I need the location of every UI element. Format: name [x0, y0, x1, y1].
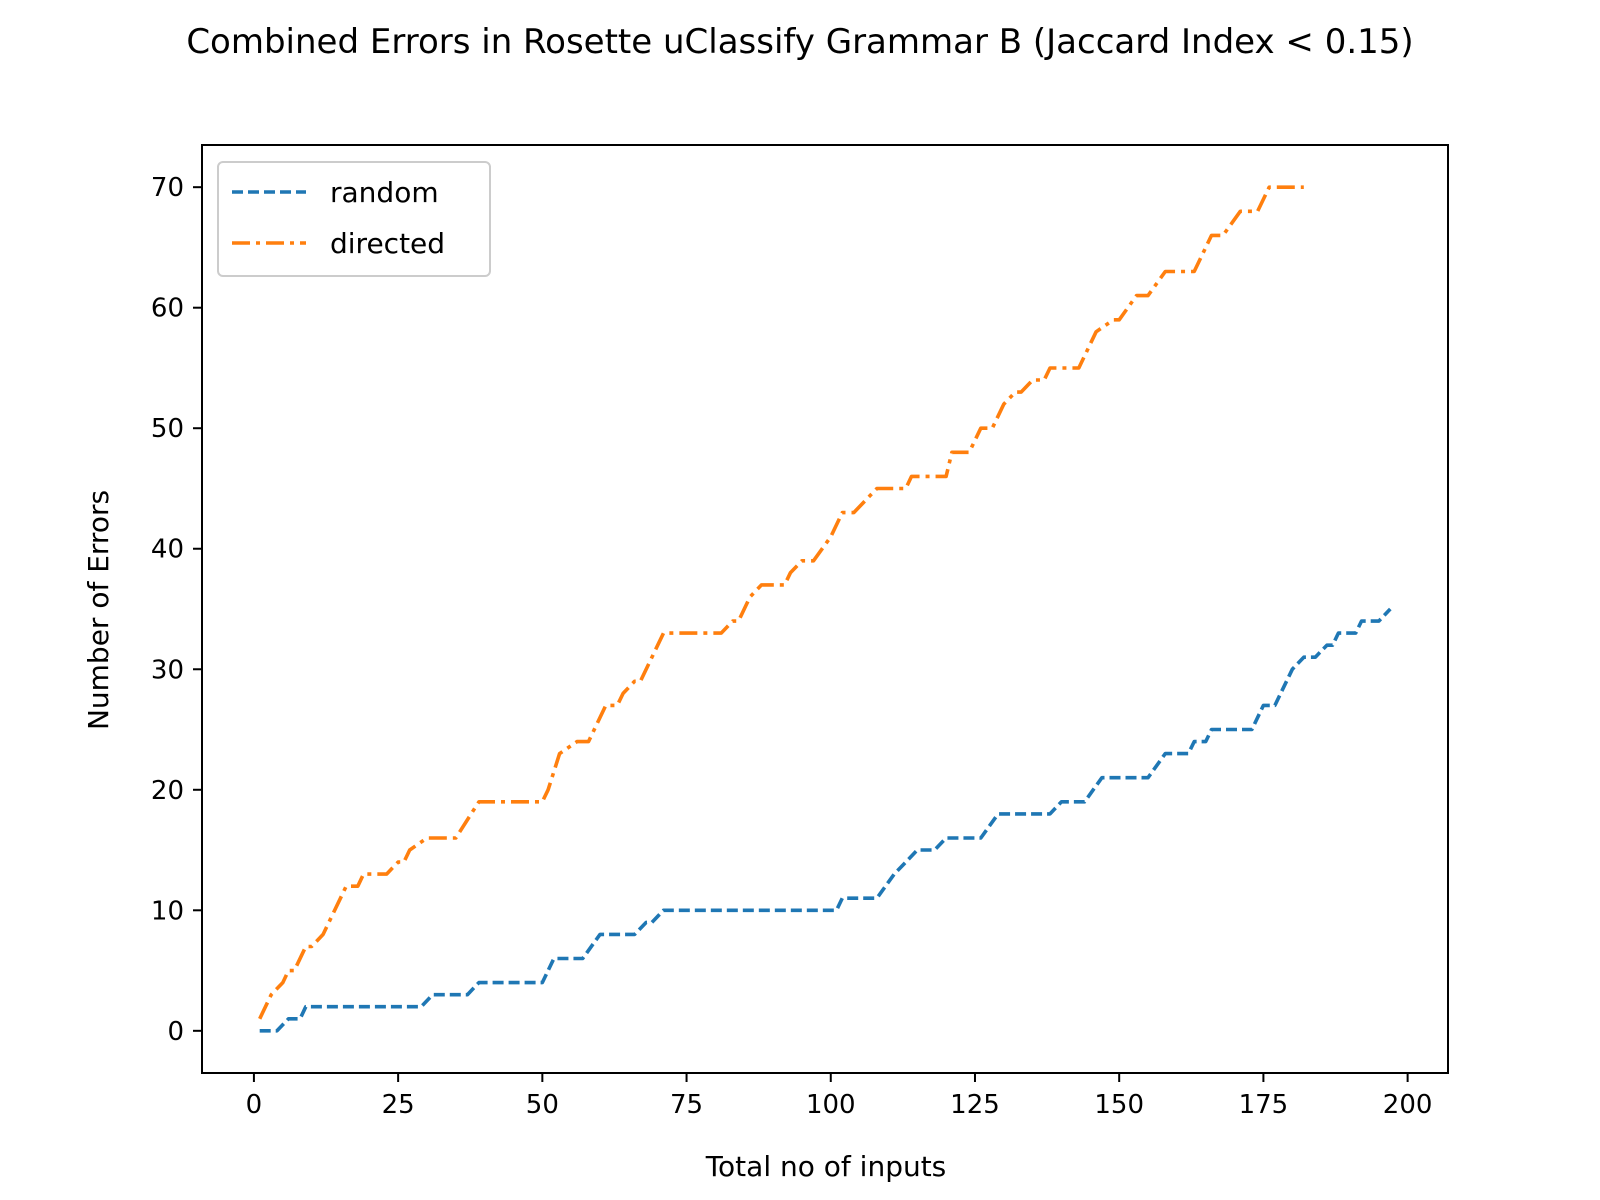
- axes: 0 25 50 75 100 125 150 175 200 0 10 20 30 40 50 60 70: [151, 144, 1449, 1120]
- legend-label-random: random: [330, 176, 439, 209]
- legend: random directed: [217, 161, 491, 277]
- y-axis-label: Number of Errors: [82, 490, 115, 730]
- x-axis-label: Total no of inputs: [705, 1150, 947, 1183]
- legend-label-directed: directed: [330, 227, 445, 260]
- x-tick-label: 75: [670, 1090, 703, 1120]
- x-tick-label: 50: [526, 1090, 559, 1120]
- x-tick-label: 200: [1383, 1090, 1433, 1120]
- x-tick-label: 125: [950, 1090, 1000, 1120]
- series-line-random: [259, 607, 1392, 1033]
- x-tick-label: 175: [1239, 1090, 1289, 1120]
- y-tick-label: 40: [151, 535, 184, 565]
- x-tick-label: 0: [246, 1090, 263, 1120]
- y-tick-label: 30: [151, 655, 184, 685]
- x-tick-label: 150: [1094, 1090, 1144, 1120]
- chart-title: Combined Errors in Rosette uClassify Gra…: [186, 22, 1414, 62]
- plot-frame: [201, 144, 1449, 1074]
- y-tick-label: 0: [167, 1017, 184, 1047]
- plot-area: [258, 185, 1392, 1033]
- y-tick-label: 10: [151, 896, 184, 926]
- x-tick-label: 25: [382, 1090, 415, 1120]
- x-tick-label: 100: [806, 1090, 856, 1120]
- y-tick-label: 20: [151, 776, 184, 806]
- y-tick-label: 70: [151, 173, 184, 203]
- y-tick-label: 50: [151, 414, 184, 444]
- series-line-directed: [258, 185, 1304, 1020]
- y-tick-label: 60: [151, 294, 184, 324]
